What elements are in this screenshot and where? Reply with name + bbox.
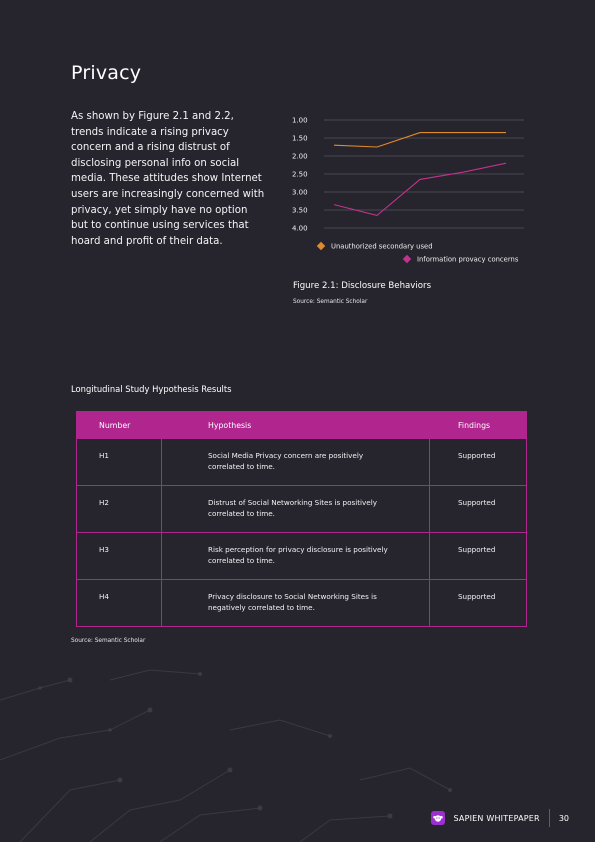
hypothesis-table: Number Hypothesis Findings H1 Social Med… <box>76 411 527 627</box>
cell-number: H4 <box>76 579 162 627</box>
table-row: H3 Risk perception for privacy disclosur… <box>76 532 527 580</box>
table-row: H4 Privacy disclosure to Social Networki… <box>76 579 527 627</box>
cell-hypothesis: Social Media Privacy concern are positiv… <box>161 438 430 486</box>
table-title: Longitudinal Study Hypothesis Results <box>71 384 232 394</box>
cell-hypothesis: Privacy disclosure to Social Networking … <box>161 579 430 627</box>
figure-source: Source: Semantic Scholar <box>293 299 368 305</box>
column-header-number: Number <box>76 411 162 439</box>
legend-label: Unauthorized secondary used <box>331 243 433 251</box>
series-line <box>333 162 507 217</box>
cell-finding: Supported <box>429 532 527 580</box>
y-tick-label: 3.00 <box>292 189 308 197</box>
legend-label: Information provacy concerns <box>417 256 519 264</box>
table-row: H1 Social Media Privacy concern are posi… <box>76 438 527 486</box>
column-header-findings: Findings <box>429 411 527 439</box>
page-title: Privacy <box>71 62 142 84</box>
legend-marker <box>316 241 326 251</box>
cell-number: H1 <box>76 438 162 486</box>
table-header-row: Number Hypothesis Findings <box>76 411 527 439</box>
cell-hypothesis: Distrust of Social Networking Sites is p… <box>161 485 430 533</box>
footer: SAPIEN WHITEPAPER 30 <box>431 808 569 828</box>
y-tick-label: 1.50 <box>292 135 308 143</box>
line-chart: 1.00 1.50 2.00 2.50 3.00 3.50 4.00 Unauthorized… <box>292 117 524 264</box>
circuit-background-decoration <box>0 669 452 842</box>
cell-number: H3 <box>76 532 162 580</box>
figure-caption: Figure 2.1: Disclosure Behaviors <box>293 281 432 291</box>
cell-finding: Supported <box>429 485 527 533</box>
cell-number: H2 <box>76 485 162 533</box>
y-tick-label: 2.50 <box>292 171 308 179</box>
column-header-hypothesis: Hypothesis <box>161 411 430 439</box>
legend-marker <box>402 254 412 264</box>
series-line <box>333 132 506 148</box>
y-tick-label: 2.00 <box>292 153 308 161</box>
page-number: 30 <box>558 813 569 823</box>
table-source: Source: Semantic Scholar <box>71 638 146 644</box>
cell-hypothesis: Risk perception for privacy disclosure i… <box>161 532 430 580</box>
cell-finding: Supported <box>429 438 527 486</box>
footer-divider <box>548 809 550 827</box>
monkey-icon <box>431 811 446 825</box>
table-row: H2 Distrust of Social Networking Sites i… <box>76 485 527 533</box>
intro-paragraph: As shown by Figure 2.1 and 2.2, trends i… <box>71 111 265 247</box>
brand-name: SAPIEN WHITEPAPER <box>453 813 540 823</box>
y-tick-label: 1.00 <box>292 117 308 125</box>
cell-finding: Supported <box>429 579 527 627</box>
y-tick-label: 3.50 <box>292 207 308 215</box>
y-tick-label: 4.00 <box>292 225 308 233</box>
